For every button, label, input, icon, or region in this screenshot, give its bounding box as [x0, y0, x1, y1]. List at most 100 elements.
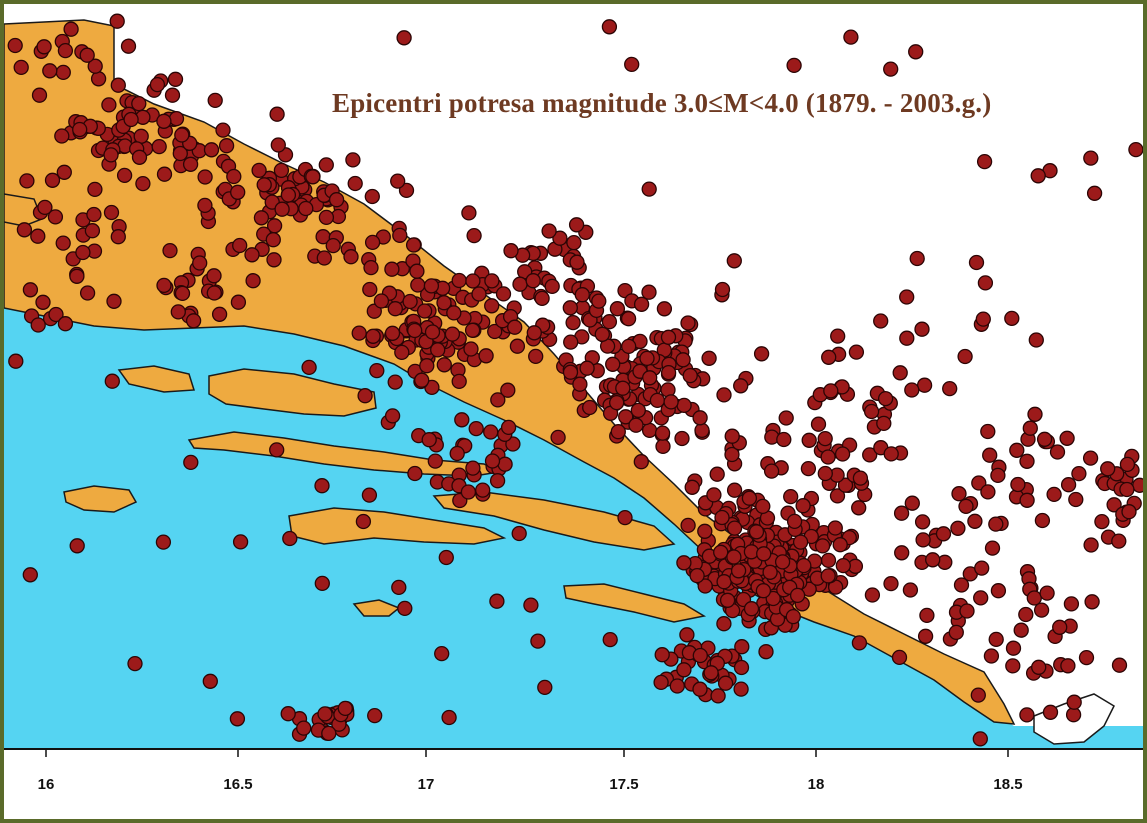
epicenter-marker — [726, 549, 742, 565]
epicenter-marker — [365, 328, 381, 344]
epicenter-marker — [552, 230, 568, 246]
epicenter-marker — [834, 446, 851, 462]
epicenter-marker — [274, 201, 290, 217]
epicenter-marker — [1119, 456, 1136, 473]
epicenter-marker — [609, 394, 625, 411]
epicenter-marker — [877, 390, 894, 407]
epicenter-marker — [692, 410, 708, 426]
epicenter-marker — [694, 422, 710, 439]
epicenter-marker — [609, 301, 626, 317]
epicenter-marker — [206, 285, 222, 301]
epicenter-marker — [384, 261, 400, 277]
epicenter-marker — [958, 498, 974, 515]
epicenter-marker — [893, 505, 910, 521]
epicenter-marker — [497, 456, 513, 472]
epicenter-marker — [663, 394, 679, 410]
epicenter-marker — [16, 222, 33, 238]
epicenter-marker — [717, 675, 734, 691]
epicenter-marker — [54, 128, 70, 144]
epicenter-marker — [367, 707, 383, 724]
epicenter-marker — [876, 415, 892, 432]
epicenter-marker — [1033, 602, 1050, 618]
epicenter-marker — [1086, 185, 1103, 201]
epicenter-marker — [680, 517, 696, 534]
epicenter-marker — [397, 600, 413, 617]
epicenter-marker — [503, 243, 519, 259]
epicenter-marker — [373, 293, 390, 309]
epicenter-marker — [692, 681, 708, 697]
epicenter-marker — [468, 420, 484, 437]
epicenter-marker — [421, 432, 437, 448]
epicenter-marker — [384, 325, 401, 341]
epicenter-marker — [1063, 596, 1080, 612]
epicenter-marker — [13, 59, 29, 76]
epicenter-marker — [466, 227, 482, 244]
epicenter-marker — [755, 498, 771, 515]
epicenter-marker — [464, 322, 481, 338]
epicenter-marker — [817, 465, 833, 482]
axis-ticks — [45, 749, 1009, 757]
epicenter-marker — [935, 526, 952, 542]
epicenter-marker — [624, 56, 640, 73]
epicenter-marker — [79, 47, 95, 63]
island — [288, 507, 507, 545]
epicenter-marker — [1026, 590, 1042, 606]
epicenter-marker — [692, 647, 708, 664]
epicenter-marker — [526, 325, 542, 341]
epicenter-marker — [1009, 442, 1025, 458]
epicenter-marker — [615, 380, 631, 396]
epicenter-marker — [1013, 622, 1029, 638]
epicenter-marker — [682, 367, 698, 384]
epicenter-marker — [436, 295, 452, 311]
x-tick-label: 16.5 — [223, 776, 253, 793]
epicenter-marker — [174, 285, 191, 302]
epicenter-marker — [714, 281, 731, 298]
epicenter-marker — [970, 687, 986, 703]
epicenter-marker — [676, 555, 692, 571]
epicenter-marker — [1071, 465, 1087, 482]
epicenter-marker — [1005, 658, 1021, 674]
epicenter-marker — [851, 635, 868, 651]
epicenter-marker — [579, 360, 595, 376]
epicenter-marker — [758, 644, 774, 660]
epicenter-marker — [602, 631, 618, 648]
epicenter-marker — [391, 579, 407, 596]
epicenter-marker — [361, 487, 378, 503]
epicenter-marker — [980, 423, 996, 440]
epicenter-marker — [355, 513, 372, 530]
epicenter-marker — [917, 628, 934, 644]
epicenter-marker — [434, 645, 450, 662]
epicenter-marker — [714, 509, 730, 526]
epicenter-marker — [710, 688, 726, 704]
epicenter-marker — [1119, 481, 1135, 498]
epicenter-marker — [967, 513, 983, 529]
island — [208, 368, 377, 417]
epicenter-marker — [317, 706, 333, 722]
epicenter-marker — [155, 534, 172, 550]
epicenter-marker — [801, 432, 817, 448]
epicenter-marker — [321, 725, 337, 742]
epicenter-marker — [475, 482, 491, 498]
epicenter-marker — [676, 662, 692, 678]
epicenter-marker — [814, 538, 831, 554]
epicenter-marker — [701, 350, 717, 366]
epicenter-marker — [786, 513, 803, 530]
epicenter-marker — [505, 436, 521, 452]
epicenter-marker — [1036, 431, 1053, 447]
epicenter-marker — [863, 403, 880, 420]
epicenter-marker — [569, 254, 585, 270]
epicenter-marker — [656, 301, 673, 317]
epicenter-marker — [1078, 649, 1095, 666]
epicenter-marker — [719, 592, 736, 608]
epicenter-marker — [318, 157, 334, 173]
epicenter-marker — [110, 77, 126, 93]
epicenter-marker — [407, 465, 423, 482]
epicenter-marker — [156, 277, 172, 294]
epicenter-marker — [953, 577, 970, 593]
epicenter-marker — [633, 454, 649, 470]
epicenter-marker — [755, 583, 772, 599]
epicenter-marker — [500, 419, 517, 436]
epicenter-marker — [314, 575, 330, 592]
epicenter-marker — [301, 359, 317, 376]
epicenter-marker — [820, 568, 836, 584]
